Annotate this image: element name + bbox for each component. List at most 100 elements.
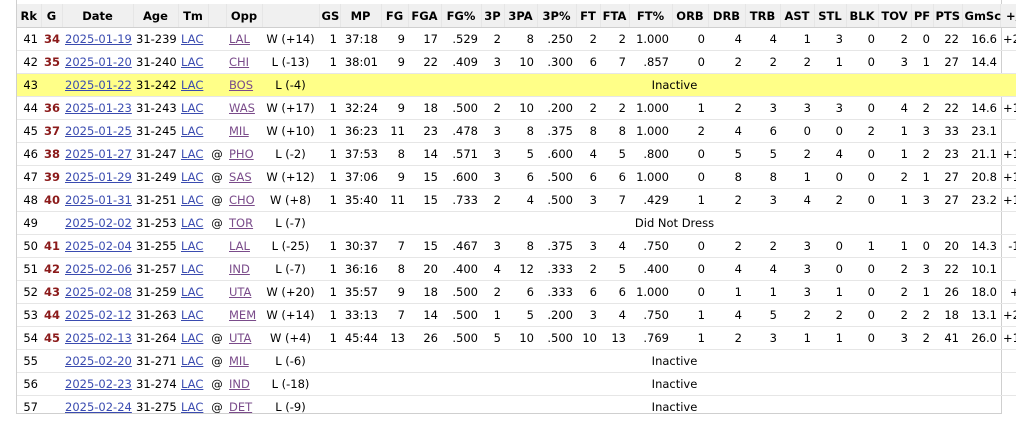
opponent-cell-link[interactable]: MIL <box>229 124 249 138</box>
col-header[interactable]: GmSc <box>961 4 1001 28</box>
col-header[interactable]: FT% <box>628 4 672 28</box>
team-cell-link[interactable]: LAC <box>181 377 204 391</box>
col-header[interactable]: GS <box>318 4 340 28</box>
date-cell-link[interactable]: 2025-02-20 <box>65 354 132 368</box>
col-header[interactable]: 3P <box>480 4 504 28</box>
stat-cell: 0 <box>846 165 878 189</box>
stat-cell: 1 <box>780 27 814 51</box>
stat-cell: 1 <box>780 326 814 350</box>
col-header[interactable]: Rk <box>17 4 41 28</box>
opponent-cell-link[interactable]: LAL <box>229 32 250 46</box>
stat-cell: 0 <box>846 326 878 350</box>
stat-cell: 0 <box>846 50 878 74</box>
date-cell-link[interactable]: 2025-01-22 <box>65 78 132 92</box>
col-header[interactable]: PTS <box>932 4 962 28</box>
col-header[interactable]: STL <box>813 4 846 28</box>
opponent-cell-link[interactable]: LAL <box>229 239 250 253</box>
team-cell-link[interactable]: LAC <box>181 354 204 368</box>
col-header[interactable]: 3P% <box>536 4 576 28</box>
team-cell-link[interactable]: LAC <box>181 331 204 345</box>
col-header[interactable]: Age <box>132 4 178 28</box>
age-cell: 31-245 <box>133 119 178 143</box>
stat-cell: 17 <box>408 27 441 51</box>
date-cell-link[interactable]: 2025-02-12 <box>65 308 132 322</box>
opponent-cell-link[interactable]: BOS <box>229 78 254 92</box>
opponent-cell-link[interactable]: CHI <box>229 55 250 69</box>
team-cell-link[interactable]: LAC <box>181 147 204 161</box>
team-cell-link[interactable]: LAC <box>181 78 204 92</box>
date-cell-link[interactable]: 2025-02-02 <box>65 216 132 230</box>
col-header[interactable]: FTA <box>599 4 629 28</box>
team-cell-link[interactable]: LAC <box>181 400 204 414</box>
col-header[interactable]: PF <box>910 4 933 28</box>
opponent-cell-link[interactable]: MIL <box>229 354 249 368</box>
date-cell-link[interactable]: 2025-01-19 <box>65 32 132 46</box>
col-header[interactable]: FT <box>575 4 600 28</box>
team-cell-link[interactable]: LAC <box>181 101 204 115</box>
date-cell-link[interactable]: 2025-01-29 <box>65 170 132 184</box>
opponent-cell-link[interactable]: MEM <box>229 308 257 322</box>
opponent-cell-link[interactable]: IND <box>229 262 250 276</box>
col-header[interactable]: Date <box>61 4 133 28</box>
date-cell-link[interactable]: 2025-02-06 <box>65 262 132 276</box>
stat-cell: .500 <box>441 96 481 120</box>
team-cell-link[interactable]: LAC <box>181 124 204 138</box>
stat-cell: .500 <box>537 165 576 189</box>
col-header[interactable]: TRB <box>744 4 780 28</box>
opponent-cell-link[interactable]: UTA <box>229 285 252 299</box>
team-cell-link[interactable]: LAC <box>181 308 204 322</box>
col-header[interactable]: Opp <box>225 4 262 28</box>
date-cell-link[interactable]: 2025-02-23 <box>65 377 132 391</box>
stat-cell: 3 <box>780 234 814 258</box>
result-cell: W (+17) <box>262 96 319 120</box>
col-header[interactable]: MP <box>339 4 381 28</box>
stat-cell: 2 <box>708 326 745 350</box>
date-cell-link[interactable]: 2025-01-20 <box>65 55 132 69</box>
team-cell-link[interactable]: LAC <box>181 170 204 184</box>
date-cell-link[interactable]: 2025-01-27 <box>65 147 132 161</box>
col-header[interactable]: DRB <box>707 4 745 28</box>
col-header[interactable]: 3PA <box>503 4 537 28</box>
col-header[interactable]: +/- <box>999 4 1016 28</box>
col-header[interactable]: TOV <box>877 4 911 28</box>
stat-cell: +21 <box>1000 303 1016 327</box>
team-cell-link[interactable]: LAC <box>181 193 204 207</box>
date-cell-link[interactable]: 2025-02-13 <box>65 331 132 345</box>
col-header[interactable]: G <box>40 4 62 28</box>
col-header[interactable]: ORB <box>671 4 708 28</box>
col-header[interactable]: FG <box>380 4 408 28</box>
opponent-cell-link[interactable]: WAS <box>229 101 255 115</box>
team-cell-link[interactable]: LAC <box>181 216 204 230</box>
stat-cell: 1 <box>319 165 340 189</box>
opponent-cell-link[interactable]: UTA <box>229 331 252 345</box>
stat-cell: 1 <box>708 280 745 304</box>
team-cell-link[interactable]: LAC <box>181 239 204 253</box>
date-cell-link[interactable]: 2025-02-08 <box>65 285 132 299</box>
stat-cell: 2 <box>780 303 814 327</box>
date-cell-link[interactable]: 2025-02-24 <box>65 400 132 414</box>
date-cell-link[interactable]: 2025-01-23 <box>65 101 132 115</box>
date-cell-link[interactable]: 2025-02-04 <box>65 239 132 253</box>
col-header[interactable]: FG% <box>440 4 481 28</box>
col-header[interactable]: BLK <box>845 4 878 28</box>
team-cell-link[interactable]: LAC <box>181 32 204 46</box>
col-header[interactable]: Tm <box>177 4 208 28</box>
opponent-cell-link[interactable]: IND <box>229 377 250 391</box>
opponent-cell-link[interactable]: TOR <box>229 216 254 230</box>
team-cell-link[interactable]: LAC <box>181 285 204 299</box>
date-cell-link[interactable]: 2025-01-31 <box>65 193 132 207</box>
team-cell-link[interactable]: LAC <box>181 262 204 276</box>
opponent-cell-link[interactable]: PHO <box>229 147 254 161</box>
stat-cell: 30:37 <box>340 234 381 258</box>
opponent-cell-link[interactable]: DET <box>229 400 253 414</box>
col-header[interactable]: AST <box>779 4 814 28</box>
age-cell: 31-251 <box>133 188 178 212</box>
date-cell-link[interactable]: 2025-01-25 <box>65 124 132 138</box>
opponent-cell-link[interactable]: SAS <box>229 170 252 184</box>
team-cell-link[interactable]: LAC <box>181 55 204 69</box>
opponent-cell-link[interactable]: CHO <box>229 193 255 207</box>
table-row: 52 43 2025-02-08 31-259 LAC UTA W (+20) 1 35:57 9… <box>17 280 1016 304</box>
stat-cell: 2 <box>911 303 933 327</box>
game-number-cell: 35 <box>41 50 62 74</box>
col-header[interactable]: FGA <box>407 4 441 28</box>
